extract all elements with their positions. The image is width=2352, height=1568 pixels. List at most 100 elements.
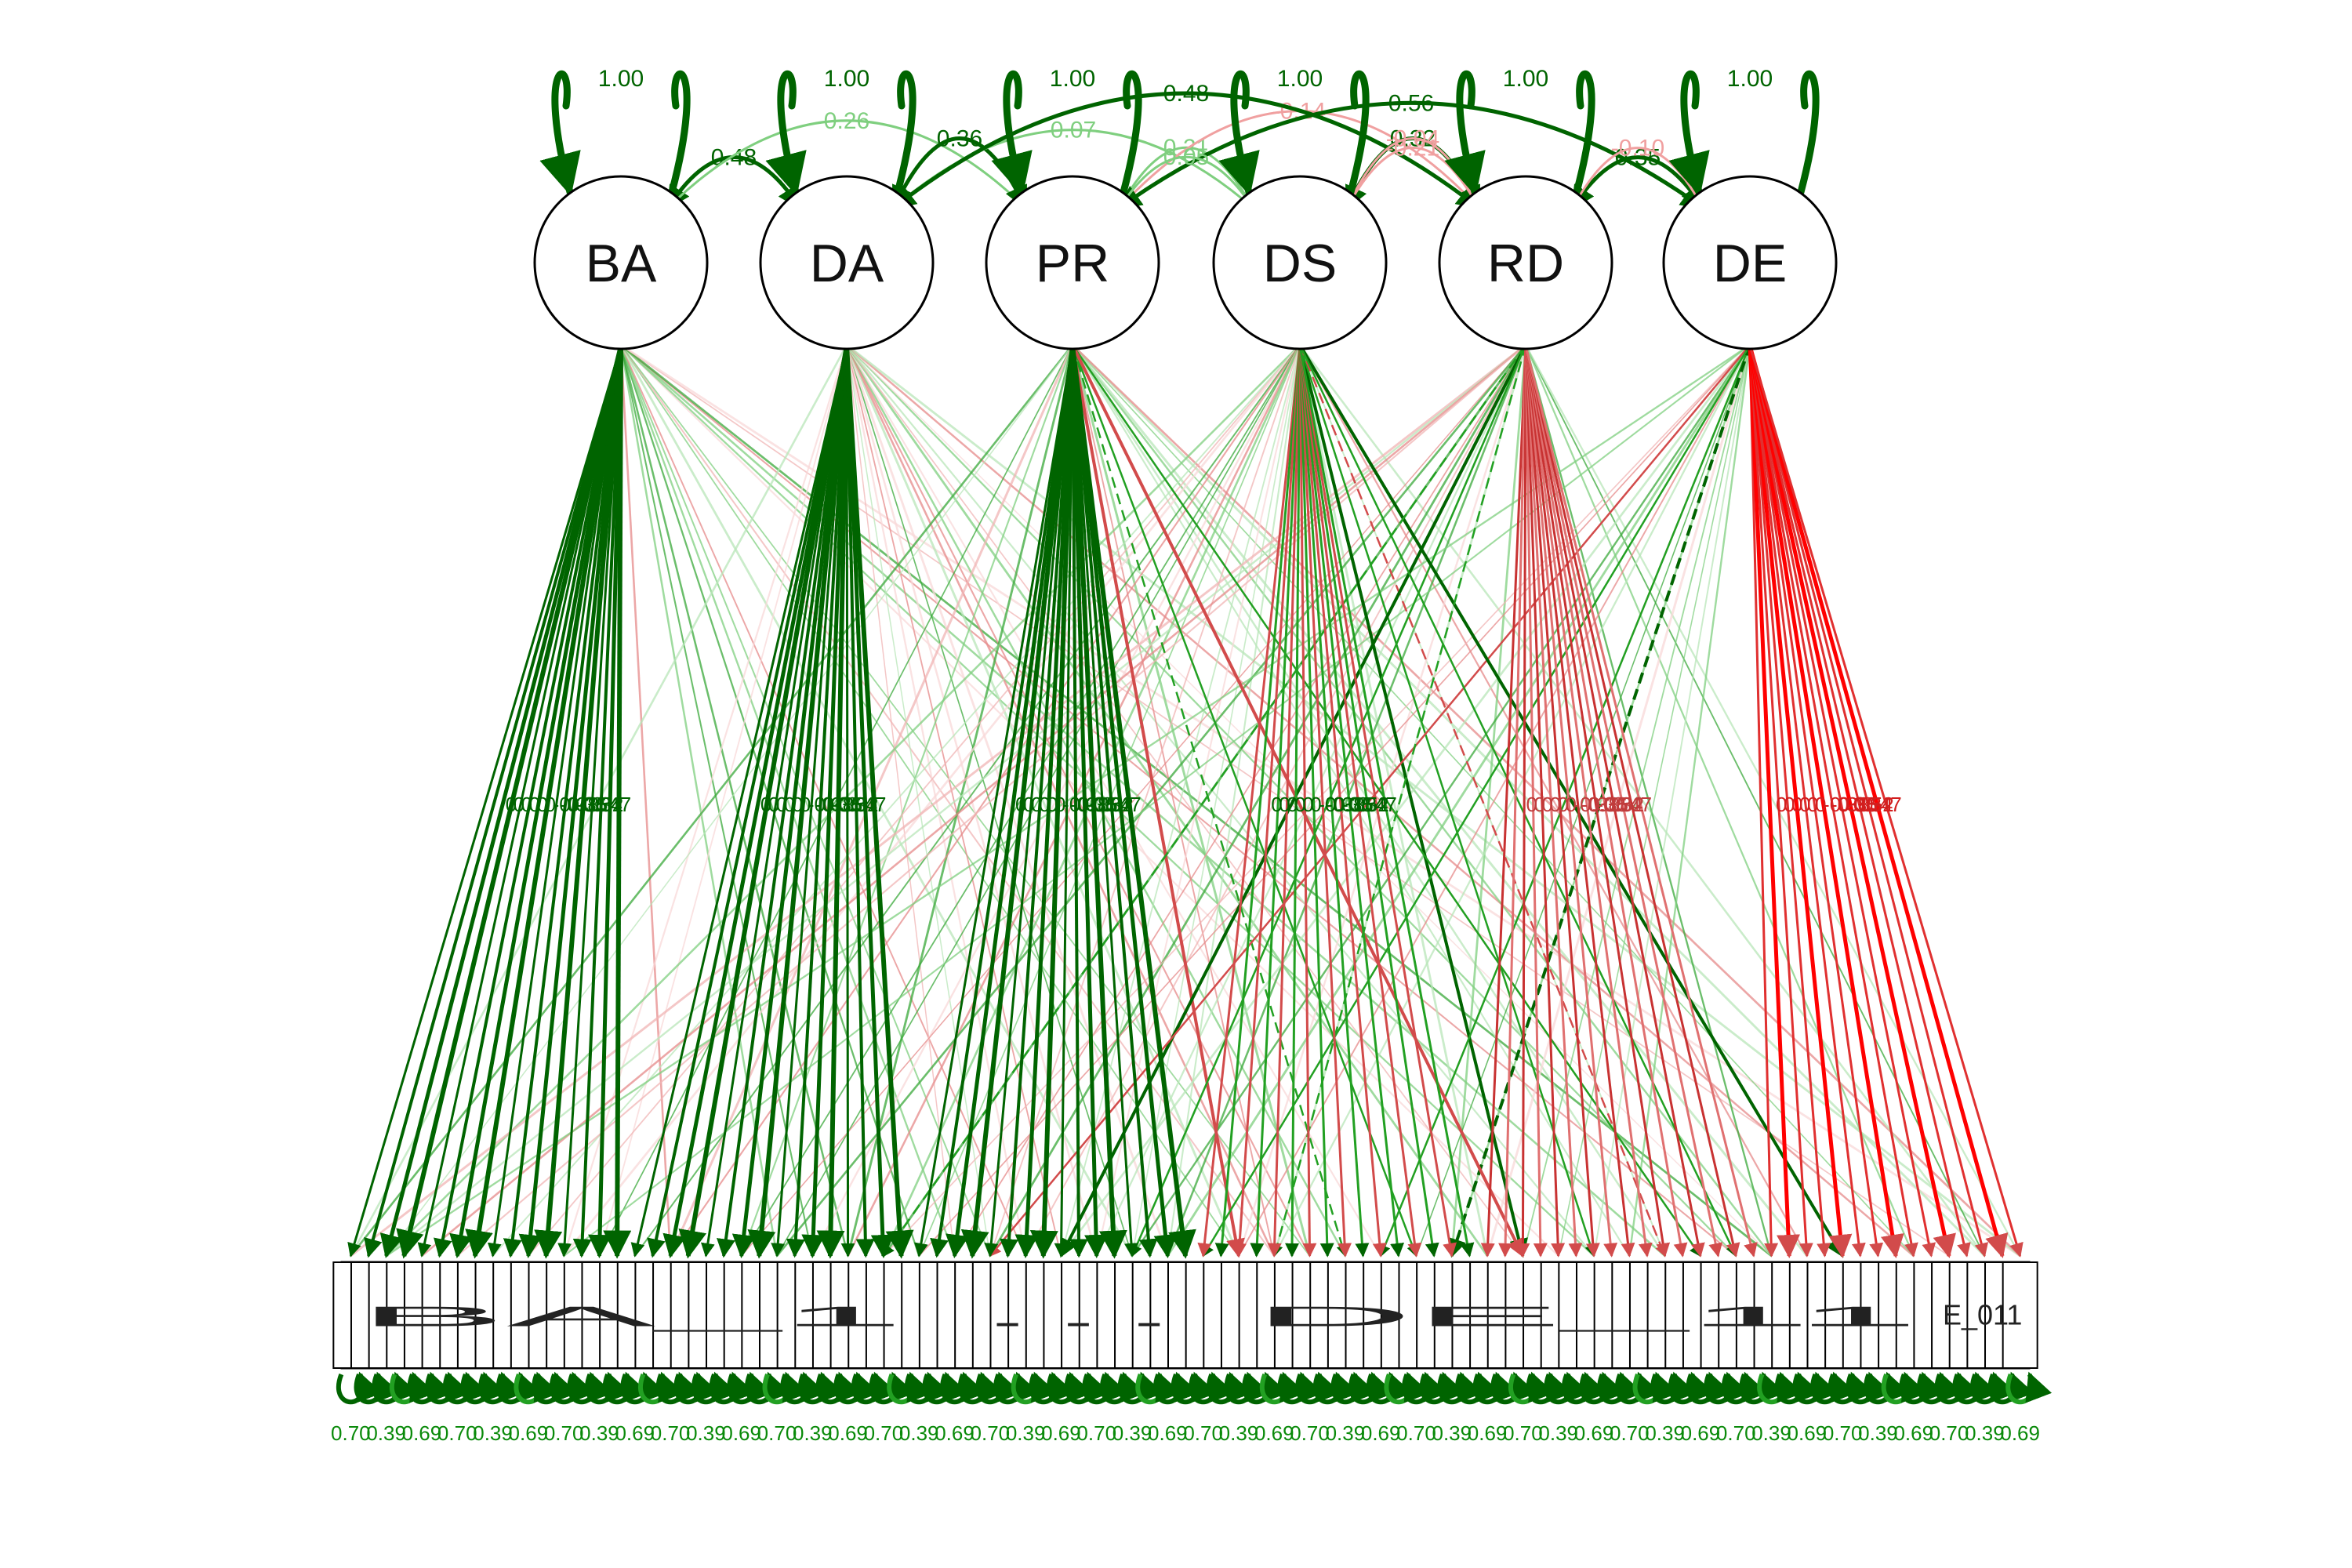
loading-value-label: 0.47 bbox=[1357, 793, 1397, 816]
primary-loading-path bbox=[1524, 345, 1635, 1258]
cross-loading-path bbox=[492, 344, 1301, 1257]
loading-value-label: -0.36 bbox=[1581, 793, 1627, 816]
residual-loop bbox=[336, 1371, 383, 1405]
primary-loading-path bbox=[984, 345, 1074, 1258]
primary-loading-path bbox=[1298, 345, 1475, 1258]
primary-loading-path bbox=[1498, 345, 1527, 1258]
residual-loop bbox=[833, 1371, 880, 1405]
residual-loop bbox=[1810, 1371, 1857, 1405]
residual-loop bbox=[1721, 1371, 1768, 1405]
residual-loop bbox=[1242, 1371, 1288, 1405]
primary-loading-path bbox=[1480, 345, 1527, 1258]
covariance-value-label: 0.48 bbox=[1163, 81, 1209, 107]
cross-loading-path bbox=[598, 344, 1073, 1257]
residual-loop bbox=[1686, 1371, 1733, 1405]
cross-loading-path bbox=[350, 344, 848, 1257]
cross-loading-path bbox=[421, 344, 1526, 1257]
loading-value-label: 0.47 bbox=[1102, 793, 1142, 816]
primary-loading-path bbox=[930, 345, 1074, 1258]
primary-loading-path bbox=[396, 345, 623, 1259]
latent-label: BA bbox=[586, 234, 657, 293]
residual-value-label: 0.70 bbox=[1823, 1421, 1863, 1445]
residual-value-label: 0.70 bbox=[864, 1421, 904, 1445]
residual-loop bbox=[1828, 1371, 1875, 1405]
loading-value-label: -0.38 bbox=[808, 793, 854, 816]
residual-loop bbox=[1206, 1371, 1253, 1405]
residual-value-label: 0.70 bbox=[544, 1421, 584, 1445]
variance-loop bbox=[1684, 70, 1820, 192]
residual-value-label: 0.70 bbox=[651, 1421, 691, 1445]
residual-value-label: 0.39 bbox=[366, 1421, 406, 1445]
loading-value-label: -0.34 bbox=[1596, 793, 1642, 816]
residual-value-label: 0.69 bbox=[1574, 1421, 1614, 1445]
primary-loading-path bbox=[1070, 345, 1196, 1259]
cross-loading-path bbox=[1448, 344, 1751, 1258]
loading-value-label: -0.34 bbox=[1086, 793, 1132, 816]
residual-loop bbox=[1934, 1371, 1981, 1405]
residual-loop bbox=[460, 1371, 507, 1405]
primary-loading-path bbox=[434, 345, 622, 1258]
cross-loading-path bbox=[620, 344, 1311, 1257]
loading-value-label: 0.47 bbox=[592, 793, 632, 816]
cross-loading-path bbox=[619, 344, 920, 1257]
primary-loading-path bbox=[1071, 345, 1158, 1258]
cross-loading-path bbox=[1450, 344, 1527, 1257]
residual-loop bbox=[975, 1371, 1022, 1405]
loading-value-label: 0 bbox=[1279, 793, 1290, 816]
primary-loading-path bbox=[1524, 345, 1740, 1258]
loading-value-label: 0 bbox=[1784, 793, 1795, 816]
residual-value-label: 0.39 bbox=[1858, 1421, 1898, 1445]
cross-loading-path bbox=[456, 344, 1526, 1257]
residual-value-label: 0.39 bbox=[899, 1421, 939, 1445]
loading-value-label: 0 bbox=[776, 793, 787, 816]
loading-value-label: 0 bbox=[545, 793, 556, 816]
residual-loop bbox=[1650, 1371, 1697, 1405]
loading-value-label: -0.38 bbox=[1573, 793, 1619, 816]
residual-value-label: 0.70 bbox=[1610, 1421, 1650, 1445]
loading-value-label: 0 bbox=[1526, 793, 1537, 816]
cross-loading-path bbox=[563, 344, 1301, 1257]
cross-loading-path bbox=[1522, 344, 1751, 1257]
covariance-value-label: 0.05 bbox=[1163, 144, 1209, 170]
residual-value-label: 0.39 bbox=[1538, 1421, 1578, 1445]
residual-value-label: 0.39 bbox=[579, 1421, 619, 1445]
residual-loop bbox=[940, 1371, 986, 1405]
primary-loading-path bbox=[1524, 345, 1583, 1258]
latent-label: DA bbox=[810, 234, 884, 293]
variance-loop bbox=[555, 70, 691, 192]
cross-loading-path bbox=[1167, 344, 1527, 1257]
loading-value-label: -0.36 bbox=[561, 793, 607, 816]
residual-value-label: 0.69 bbox=[935, 1421, 975, 1445]
primary-loading-path bbox=[1524, 345, 1671, 1258]
cross-loading-path bbox=[1131, 344, 1527, 1258]
residual-loop bbox=[1135, 1371, 1182, 1405]
variance-loop bbox=[1007, 70, 1142, 192]
residual-loop bbox=[532, 1371, 578, 1405]
residual-loop bbox=[1881, 1371, 1928, 1405]
loading-value-label: -0.36 bbox=[815, 793, 862, 816]
latent-label: PR bbox=[1036, 234, 1109, 293]
primary-loading-path bbox=[1748, 345, 1831, 1258]
residual-loop bbox=[1064, 1371, 1111, 1405]
residual-loop bbox=[442, 1371, 489, 1405]
cross-loading-path bbox=[1095, 344, 1301, 1257]
primary-loading-path bbox=[1748, 345, 1904, 1258]
residual-value-label: 0.69 bbox=[402, 1421, 442, 1445]
loading-value-label: 0 bbox=[1815, 793, 1826, 816]
loading-value-label: 0 bbox=[792, 793, 803, 816]
residual-loop bbox=[425, 1371, 471, 1405]
latent-label: DE bbox=[1713, 234, 1787, 293]
covariance-value-label: -0.10 bbox=[1611, 136, 1664, 162]
loading-value-label: 0 bbox=[1054, 793, 1065, 816]
cross-loading-path bbox=[563, 344, 848, 1257]
residual-loop bbox=[389, 1371, 436, 1405]
residual-loop bbox=[1544, 1371, 1591, 1405]
cross-loading-path bbox=[1071, 344, 1701, 1258]
primary-loading-path bbox=[518, 345, 623, 1258]
primary-loading-path bbox=[364, 345, 622, 1258]
residual-loop bbox=[1899, 1371, 1946, 1405]
loading-value-label: 0 bbox=[1302, 793, 1313, 816]
residual-loop bbox=[585, 1371, 631, 1405]
